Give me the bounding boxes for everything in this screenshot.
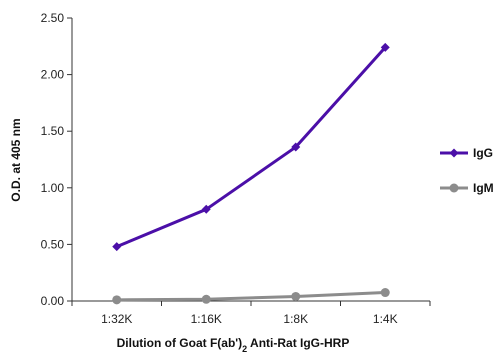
data-point-igg: [112, 242, 122, 252]
plot-series: [112, 42, 390, 305]
data-point-igm: [380, 288, 390, 298]
legend-marker-igg: [449, 148, 459, 158]
x-tick-label: 1:16K: [191, 312, 222, 326]
y-axis: 0.00 0.50 1.00 1.50 2.00 2.50: [41, 11, 73, 308]
data-point-igg: [291, 142, 301, 152]
y-tick-label: 0.00: [41, 294, 65, 308]
series-igg: [112, 42, 390, 252]
legend-label-igm: IgM: [473, 181, 494, 195]
y-tick-label: 1.00: [41, 181, 65, 195]
y-axis-title: O.D. at 405 nm: [9, 118, 23, 201]
data-point-igg: [380, 42, 390, 52]
legend: IgG IgM: [440, 146, 494, 195]
x-axis-title: Dilution of Goat F(ab')2 Anti-Rat IgG-HR…: [117, 336, 350, 352]
legend-item-igm: IgM: [440, 181, 494, 195]
x-axis: 1:32K 1:16K 1:8K 1:4K: [71, 300, 431, 326]
y-tick-label: 2.50: [41, 11, 65, 25]
x-tick-label: 1:32K: [101, 312, 132, 326]
x-tick-label: 1:4K: [373, 312, 398, 326]
x-axis-title-part-2: Anti-Rat IgG-HRP: [247, 336, 349, 350]
y-tick-label: 0.50: [41, 237, 65, 251]
y-tick-label: 2.00: [41, 68, 65, 82]
data-point-igm: [201, 294, 211, 304]
legend-item-igg: IgG: [440, 146, 493, 160]
x-axis-title-part-1: Dilution of Goat F(ab'): [117, 336, 243, 350]
x-tick-label: 1:8K: [283, 312, 308, 326]
data-point-igm: [291, 291, 301, 301]
legend-marker-igm: [449, 183, 459, 193]
x-axis-title-subscript: 2: [242, 344, 247, 352]
series-line-igg: [116, 46, 387, 249]
series-line-igm: [116, 291, 386, 302]
legend-label-igg: IgG: [473, 146, 493, 160]
data-point-igg: [201, 204, 211, 214]
y-tick-label: 1.50: [41, 124, 65, 138]
data-point-igm: [112, 295, 122, 305]
series-igm: [112, 288, 390, 305]
